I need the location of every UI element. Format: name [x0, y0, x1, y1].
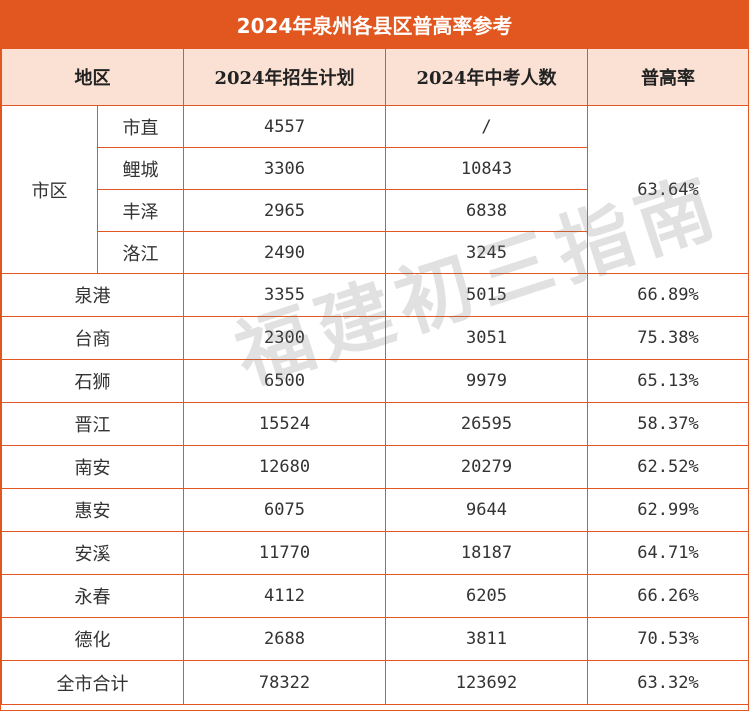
- candidates-value: 9979: [385, 359, 588, 403]
- candidates-value: 10843: [385, 147, 588, 190]
- table-row: 丰泽 2965 6838: [2, 189, 749, 232]
- plan-value: 2490: [183, 231, 386, 274]
- candidates-value: 26595: [385, 402, 588, 446]
- table-row: 惠安 6075 9644 62.99%: [1, 488, 749, 532]
- plan-value: 2300: [183, 316, 386, 360]
- rate-value: 66.89%: [587, 273, 749, 317]
- table-row: 泉港 3355 5015 66.89%: [1, 273, 749, 317]
- region-name: 安溪: [1, 531, 184, 575]
- total-plan: 78322: [183, 660, 386, 705]
- plan-value: 12680: [183, 445, 386, 489]
- rate-value: 70.53%: [587, 617, 749, 661]
- total-row: 全市合计 78322 123692 63.32%: [1, 660, 749, 705]
- plan-value: 3306: [183, 147, 386, 190]
- region-name: 永春: [1, 574, 184, 618]
- candidates-value: 18187: [385, 531, 588, 575]
- sub-region-name: 洛江: [97, 231, 184, 274]
- table-row: 德化 2688 3811 70.53%: [1, 617, 749, 661]
- plan-value: 4557: [183, 105, 386, 148]
- region-name: 台商: [1, 316, 184, 360]
- table-row: 石狮 6500 9979 65.13%: [1, 359, 749, 403]
- rate-value: 62.99%: [587, 488, 749, 532]
- table-row: 安溪 11770 18187 64.71%: [1, 531, 749, 575]
- table-row: 南安 12680 20279 62.52%: [1, 445, 749, 489]
- candidates-value: 20279: [385, 445, 588, 489]
- candidates-value: 9644: [385, 488, 588, 532]
- region-name: 晋江: [1, 402, 184, 446]
- header-region: 地区: [1, 48, 184, 106]
- plan-value: 3355: [183, 273, 386, 317]
- rate-value: 64.71%: [587, 531, 749, 575]
- plan-value: 6500: [183, 359, 386, 403]
- region-name: 南安: [1, 445, 184, 489]
- header-row: 地区 2024年招生计划 2024年中考人数 普高率: [1, 48, 749, 106]
- header-plan: 2024年招生计划: [183, 48, 386, 106]
- table-row: 晋江 15524 26595 58.37%: [1, 402, 749, 446]
- sub-region-name: 鲤城: [97, 147, 184, 190]
- plan-value: 2688: [183, 617, 386, 661]
- header-candidates: 2024年中考人数: [385, 48, 588, 106]
- rate-value: 65.13%: [587, 359, 749, 403]
- candidates-value: 5015: [385, 273, 588, 317]
- admission-rate-table: 地区 2024年招生计划 2024年中考人数 普高率 市区 市直 4557 / …: [1, 48, 749, 705]
- region-name: 泉港: [1, 273, 184, 317]
- rate-value: 75.38%: [587, 316, 749, 360]
- region-name: 惠安: [1, 488, 184, 532]
- candidates-value: 3245: [385, 231, 588, 274]
- table-row: 永春 4112 6205 66.26%: [1, 574, 749, 618]
- total-rate: 63.32%: [587, 660, 749, 705]
- candidates-value: 3051: [385, 316, 588, 360]
- plan-value: 6075: [183, 488, 386, 532]
- table-title: 2024年泉州各县区普高率参考: [1, 0, 748, 48]
- rate-value: 66.26%: [587, 574, 749, 618]
- table-row: 洛江 2490 3245: [2, 231, 749, 274]
- candidates-value: 6838: [385, 189, 588, 232]
- city-group-rate: 63.64%: [587, 105, 749, 274]
- table-row: 台商 2300 3051 75.38%: [1, 316, 749, 360]
- region-name: 德化: [1, 617, 184, 661]
- total-label: 全市合计: [1, 660, 184, 705]
- header-rate: 普高率: [587, 48, 749, 106]
- plan-value: 11770: [183, 531, 386, 575]
- sub-region-name: 市直: [97, 105, 184, 148]
- city-group-label: 市区: [1, 105, 98, 274]
- rate-value: 62.52%: [587, 445, 749, 489]
- region-name: 石狮: [1, 359, 184, 403]
- plan-value: 15524: [183, 402, 386, 446]
- sub-region-name: 丰泽: [97, 189, 184, 232]
- plan-value: 2965: [183, 189, 386, 232]
- table-row: 市区 市直 4557 / 63.64%: [1, 105, 749, 274]
- candidates-value: /: [385, 105, 588, 148]
- total-candidates: 123692: [385, 660, 588, 705]
- plan-value: 4112: [183, 574, 386, 618]
- table-row: 鲤城 3306 10843: [2, 147, 749, 190]
- candidates-value: 3811: [385, 617, 588, 661]
- rate-value: 58.37%: [587, 402, 749, 446]
- candidates-value: 6205: [385, 574, 588, 618]
